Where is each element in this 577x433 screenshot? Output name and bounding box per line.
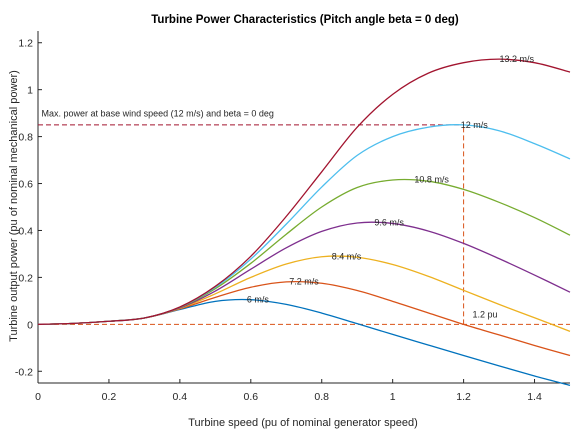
series-line-6: [37, 58, 571, 325]
x-tick-label: 1.2: [456, 391, 471, 403]
y-axis-label: Turbine output power (pu of nominal mech…: [8, 70, 20, 342]
annotation-1: 1.2 pu: [472, 309, 497, 319]
chart-title: Turbine Power Characteristics (Pitch ang…: [151, 14, 459, 26]
x-tick-label: 0.8: [314, 391, 329, 403]
series-label-1: 7.2 m/s: [289, 276, 319, 286]
series-label-4: 10.8 m/s: [414, 174, 449, 184]
series-label-0: 6 m/s: [247, 295, 270, 305]
y-tick-label: 1.2: [18, 38, 33, 50]
x-tick-label: 0.2: [102, 391, 117, 403]
x-tick-label: 1: [390, 391, 396, 403]
x-tick-label: 0.6: [243, 391, 258, 403]
x-tick-label: 0.4: [173, 391, 188, 403]
x-tick-label: 1.4: [527, 391, 542, 403]
series-label-5: 12 m/s: [461, 120, 489, 130]
y-tick-label: 0.8: [18, 132, 33, 144]
annotation-0: Max. power at base wind speed (12 m/s) a…: [42, 109, 274, 119]
series-label-6: 13.2 m/s: [500, 54, 535, 64]
plot-area: 0 0.2 0.4 0.6 0.8 1 1.2 1.4 -0.2 0 0.2 0.4 0.6 0.8 1 1.…: [15, 31, 571, 403]
x-tick-label: 0: [35, 391, 41, 403]
y-tick-label: 0.6: [18, 179, 33, 191]
series-label-2: 8.4 m/s: [332, 252, 362, 262]
y-tick-label: 0.4: [18, 225, 33, 237]
y-tick-label: -0.2: [15, 366, 33, 378]
y-tick-label: 1: [27, 85, 33, 97]
y-tick-label: 0: [27, 319, 33, 331]
x-axis-label: Turbine speed (pu of nominal generator s…: [188, 417, 418, 429]
series-label-3: 9.6 m/s: [374, 217, 404, 227]
y-tick-label: 0.2: [18, 272, 33, 284]
